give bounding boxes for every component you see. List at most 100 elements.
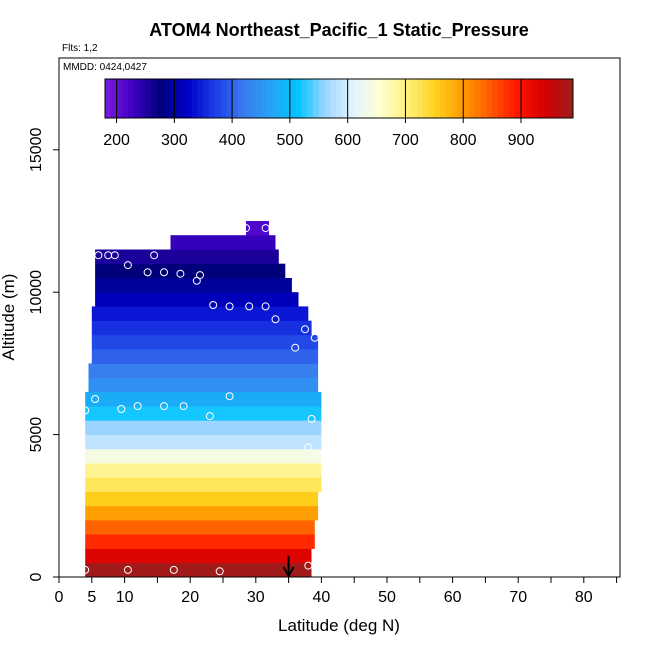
colorbar-segment-65 — [480, 79, 487, 118]
x-tick-label-2: 10 — [116, 589, 134, 606]
sample-point-19 — [123, 261, 132, 270]
colorbar-segment-63 — [469, 79, 476, 118]
colorbar-segment-4 — [128, 79, 135, 118]
colorbar-segment-33 — [295, 79, 302, 118]
colorbar-tick-label-3: 500 — [277, 132, 304, 149]
colorbar-segment-53 — [411, 79, 418, 118]
colorbar-segment-55 — [422, 79, 430, 118]
colorbar-segment-50 — [393, 79, 401, 118]
colorbar-segment-60 — [451, 79, 458, 118]
sample-point-20 — [143, 268, 152, 277]
heatmap-band-24 — [246, 221, 269, 236]
sample-point-3 — [215, 567, 224, 576]
y-tick-label-1: 5000 — [28, 417, 45, 453]
x-tick-label-7: 60 — [444, 589, 462, 606]
colorbar-segment-30 — [278, 79, 285, 118]
colorbar-segment-40 — [336, 79, 343, 118]
colorbar-segment-38 — [324, 79, 331, 118]
colorbar-segment-59 — [445, 79, 453, 118]
colorbar-segment-68 — [497, 79, 505, 118]
colorbar-segment-66 — [486, 79, 493, 118]
sample-point-23 — [176, 269, 185, 278]
sample-point-8 — [133, 402, 142, 411]
sample-point-33 — [310, 333, 319, 342]
colorbar-segment-41 — [341, 79, 349, 118]
colorbar: 200 300 400 500 600 700 800 900 — [103, 78, 574, 149]
colorbar-segment-27 — [261, 79, 268, 118]
sample-points — [81, 224, 323, 576]
colorbar-segment-34 — [301, 79, 308, 118]
colorbar-segment-46 — [370, 79, 378, 118]
heatmap-band-4 — [85, 505, 319, 521]
x-axis-label: Latitude (deg N) — [278, 616, 400, 635]
heatmap-band-14 — [88, 363, 319, 378]
colorbar-segment-17 — [203, 79, 210, 118]
colorbar-segment-13 — [180, 79, 187, 118]
colorbar-segment-15 — [191, 79, 198, 118]
colorbar-segment-58 — [440, 79, 447, 118]
sample-point-29 — [261, 302, 270, 311]
sample-point-26 — [209, 301, 218, 309]
colorbar-segment-31 — [284, 79, 291, 118]
colorbar-tick-label-6: 800 — [450, 132, 477, 149]
colorbar-segment-54 — [417, 79, 424, 118]
sample-point-7 — [117, 405, 126, 413]
colorbar-tick-label-0: 200 — [103, 132, 130, 149]
colorbar-tick-label-5: 700 — [392, 132, 419, 149]
sample-point-18 — [110, 251, 119, 260]
heatmap-band-15 — [91, 349, 319, 364]
heatmap-band-22 — [95, 249, 279, 265]
sample-point-9 — [160, 402, 168, 411]
heatmap-band-10 — [85, 420, 322, 435]
colorbar-segment-28 — [266, 79, 274, 118]
colorbar-segment-75 — [538, 79, 545, 118]
colorbar-segment-11 — [168, 79, 175, 118]
sample-point-35 — [261, 224, 270, 233]
colorbar-segment-80 — [567, 79, 574, 118]
sample-point-25 — [196, 271, 204, 280]
x-tick-label-1: 5 — [87, 589, 96, 606]
heatmap-band-16 — [91, 334, 319, 350]
y-axis: 0 5000 10000 15000 — [28, 127, 59, 581]
colorbar-tick-label-7: 900 — [508, 132, 535, 149]
heatmap-band-19 — [95, 292, 299, 307]
heatmap-band-0 — [85, 562, 312, 578]
colorbar-segment-26 — [255, 79, 262, 118]
sample-point-1 — [123, 565, 132, 574]
colorbar-segment-25 — [249, 79, 256, 118]
colorbar-segment-5 — [133, 79, 141, 118]
colorbar-segment-69 — [503, 79, 510, 118]
heatmap-band-8 — [85, 448, 322, 464]
colorbar-segment-24 — [243, 79, 250, 118]
colorbar-segment-47 — [376, 79, 383, 118]
colorbar-segment-22 — [232, 79, 239, 118]
chart-title: ATOM4 Northeast_Pacific_1 Static_Pressur… — [149, 20, 529, 40]
colorbar-segment-77 — [549, 79, 557, 118]
sample-point-16 — [94, 251, 103, 260]
x-tick-label-0: 0 — [55, 589, 64, 606]
colorbar-segment-12 — [174, 79, 181, 118]
sample-point-32 — [301, 325, 309, 334]
date-note: MMDD: 0424,0427 — [63, 62, 147, 73]
sample-point-6 — [91, 395, 100, 403]
flights-note: Flts: 1,2 — [62, 43, 98, 54]
colorbar-segment-76 — [544, 79, 551, 118]
colorbar-segment-79 — [561, 79, 568, 118]
x-tick-label-3: 20 — [181, 589, 199, 606]
colorbar-segment-44 — [359, 79, 366, 118]
sample-point-5 — [81, 406, 90, 415]
colorbar-segment-20 — [220, 79, 227, 118]
sample-point-10 — [179, 402, 188, 411]
heatmap-band-20 — [95, 278, 292, 293]
colorbar-segment-64 — [474, 79, 482, 118]
colorbar-segment-14 — [185, 79, 193, 118]
colorbar-segment-67 — [492, 79, 499, 118]
x-tick-label-5: 40 — [313, 589, 331, 606]
colorbar-segment-36 — [313, 79, 320, 118]
heatmap-band-9 — [85, 434, 322, 450]
colorbar-tick-label-4: 600 — [334, 132, 361, 149]
colorbar-segment-70 — [509, 79, 516, 118]
colorbar-segment-71 — [515, 79, 522, 118]
colorbar-segment-39 — [330, 79, 337, 118]
